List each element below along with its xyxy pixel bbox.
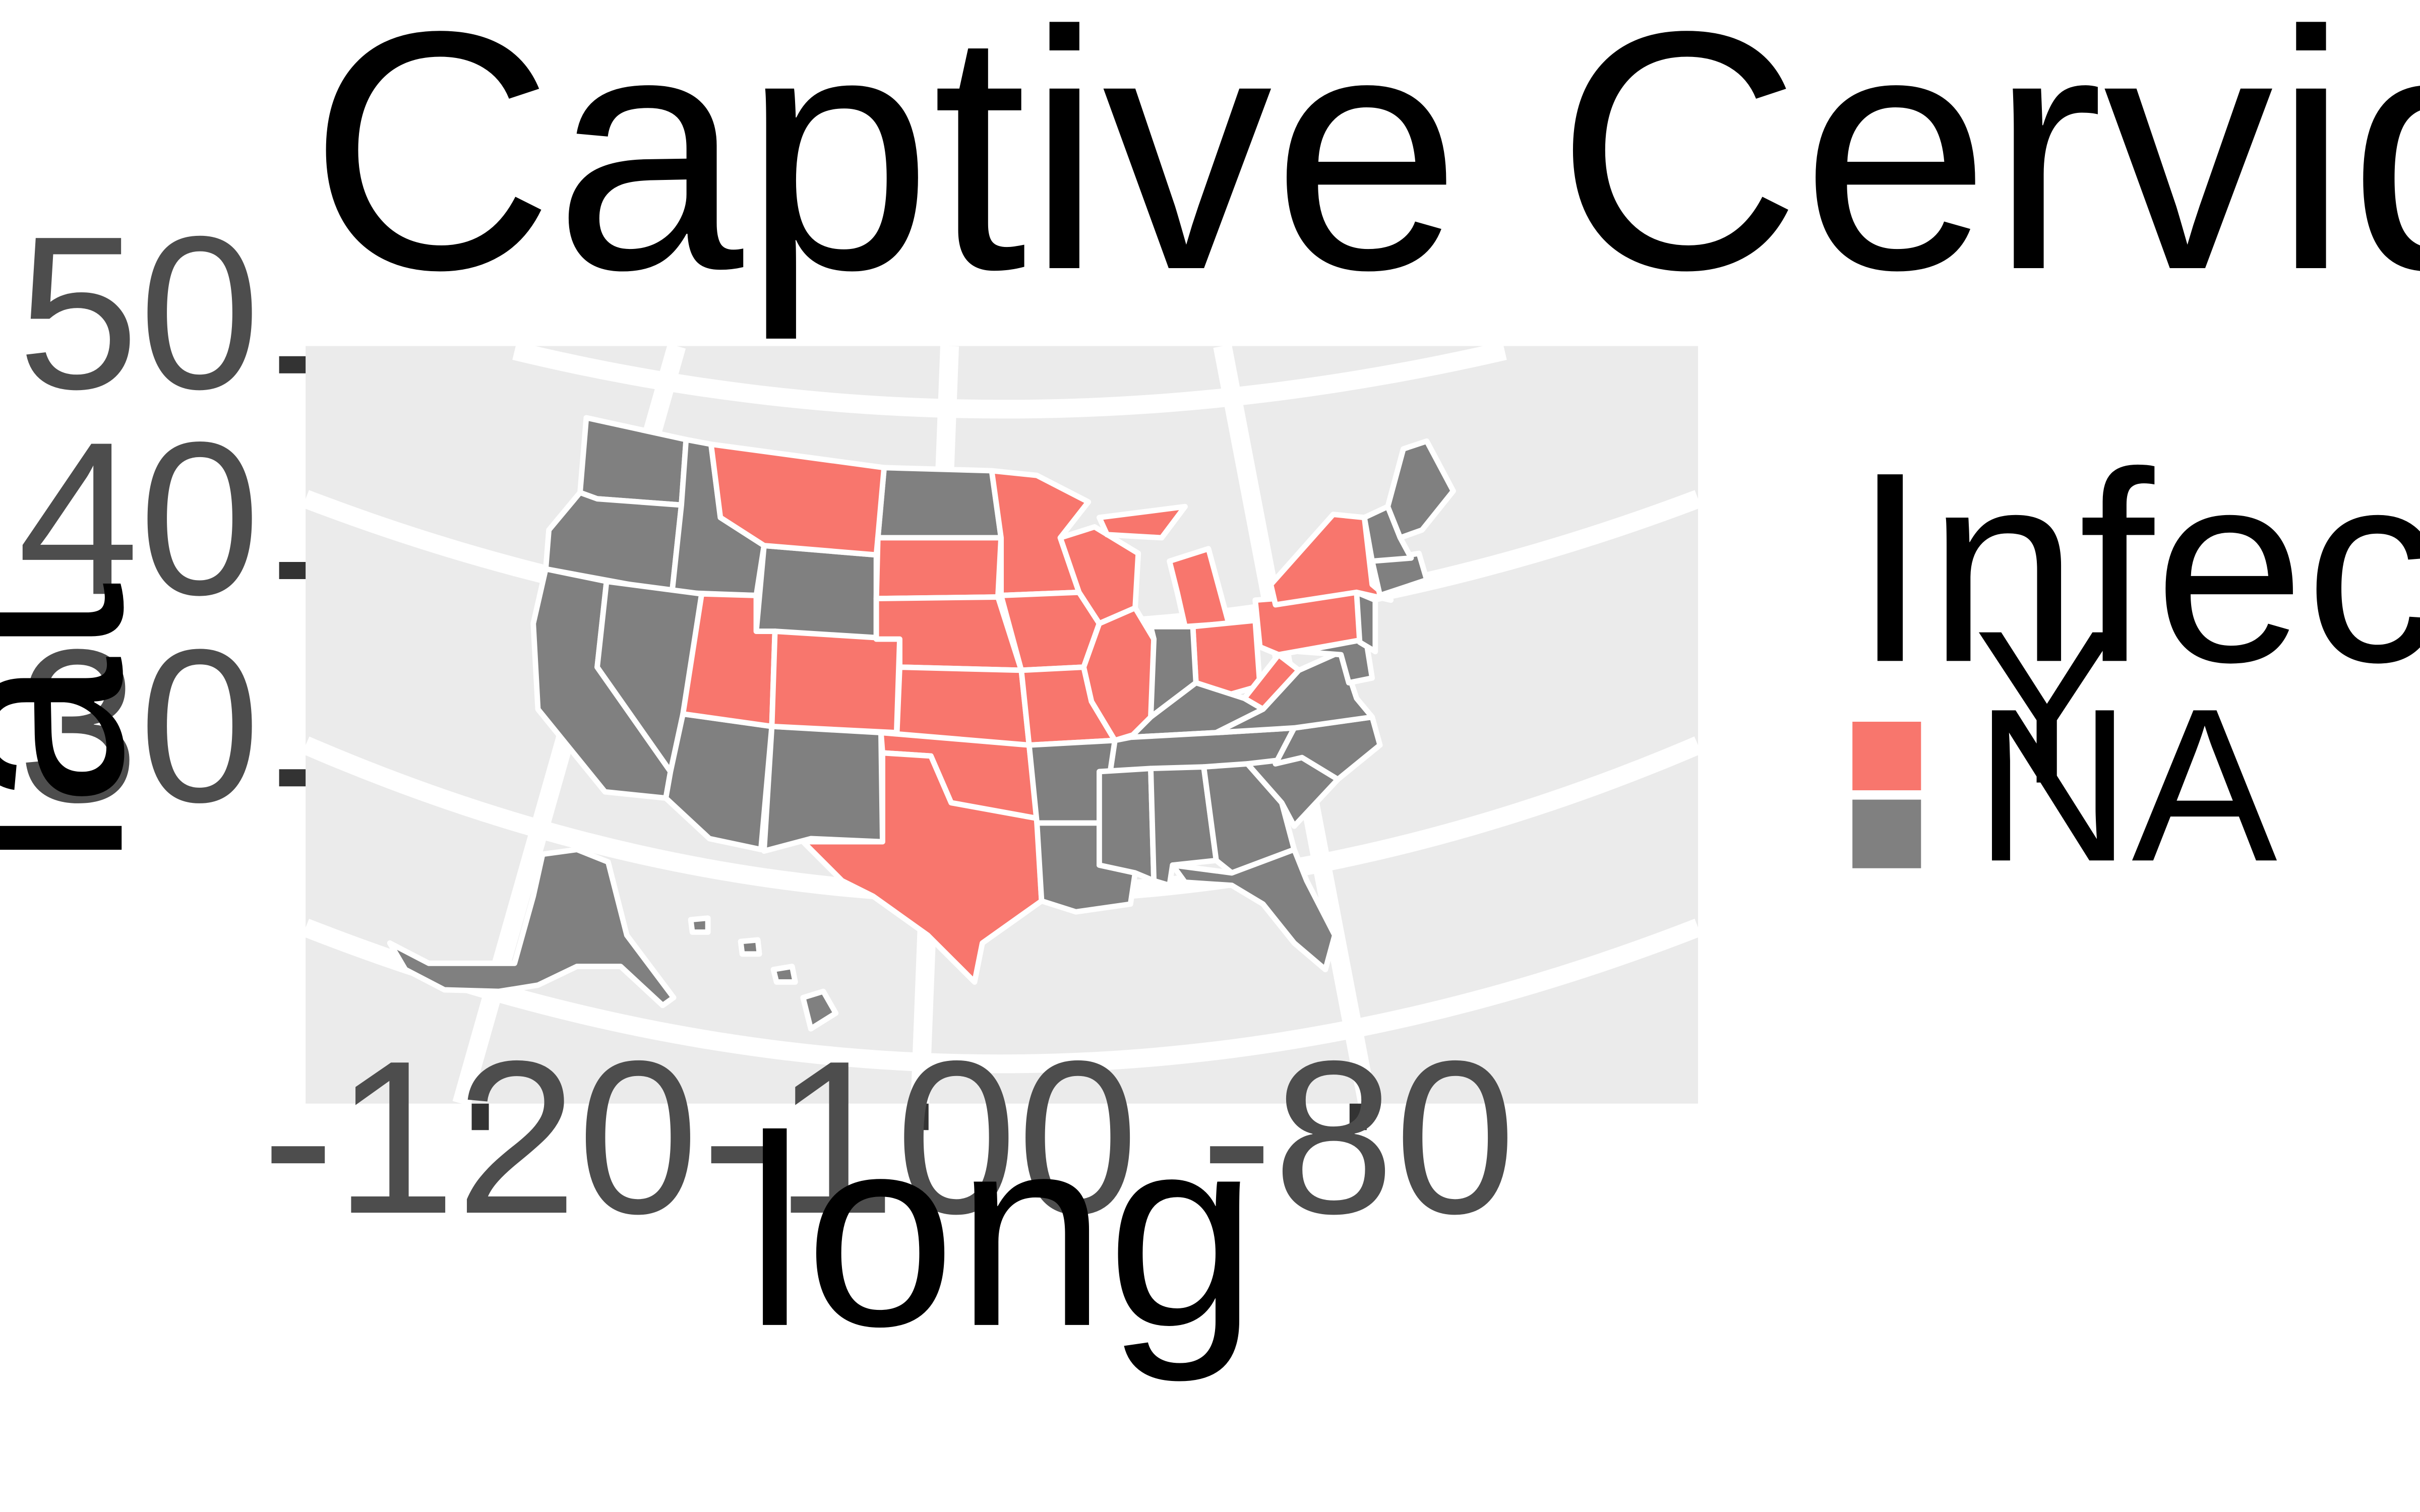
x-tick-label: -120 (262, 1015, 699, 1259)
hawaii-oahu (738, 937, 762, 957)
legend-key-na (1852, 799, 1921, 868)
state-alaska (387, 847, 677, 1009)
y-tick-label: 30 (18, 604, 261, 848)
state-virginia (1213, 649, 1375, 736)
y-tick-label: 40 (18, 396, 261, 640)
state-south-dakota (873, 535, 1004, 602)
states-layer (387, 415, 1456, 1032)
state-wyoming (753, 543, 879, 642)
state-hawaii (688, 915, 839, 1032)
state-michigan-upper (1097, 503, 1188, 541)
hawaii-kauai (688, 915, 711, 935)
hawaii-maui (770, 964, 798, 985)
state-maine (1385, 438, 1456, 541)
state-maryland-delaware (1296, 636, 1375, 686)
y-tick-label: 50 (18, 191, 261, 434)
graticule-parallel (302, 918, 1702, 1074)
legend-label-y: Y (1974, 585, 2120, 829)
legend-key-y (1852, 721, 1921, 791)
x-axis-title: long (745, 1080, 1257, 1384)
x-tick-label: -100 (701, 1015, 1138, 1259)
y-axis-title: lat (0, 581, 179, 868)
hawaii-big-island (800, 988, 839, 1032)
x-tick-label: -80 (1200, 1015, 1516, 1259)
state-nebraska (873, 594, 1024, 673)
x-axis: -120 -100 -80 long (262, 1015, 1516, 1384)
state-florida (1170, 847, 1338, 973)
legend: Infections? Y NA (1852, 416, 2420, 907)
state-vermont-new-hampshire (1361, 503, 1414, 564)
legend-title: Infections? (1852, 416, 2420, 719)
state-texas (800, 750, 1045, 985)
state-colorado (769, 628, 902, 736)
state-north-dakota (875, 465, 1004, 541)
state-mississippi (1097, 766, 1157, 884)
state-new-mexico (761, 723, 885, 854)
state-new-jersey (1354, 589, 1378, 655)
y-axis: 50 40 30 lat (0, 191, 306, 868)
chart-title: Captive Cervid Infections (309, 0, 2420, 342)
legend-label-na: NA (1974, 663, 2278, 907)
